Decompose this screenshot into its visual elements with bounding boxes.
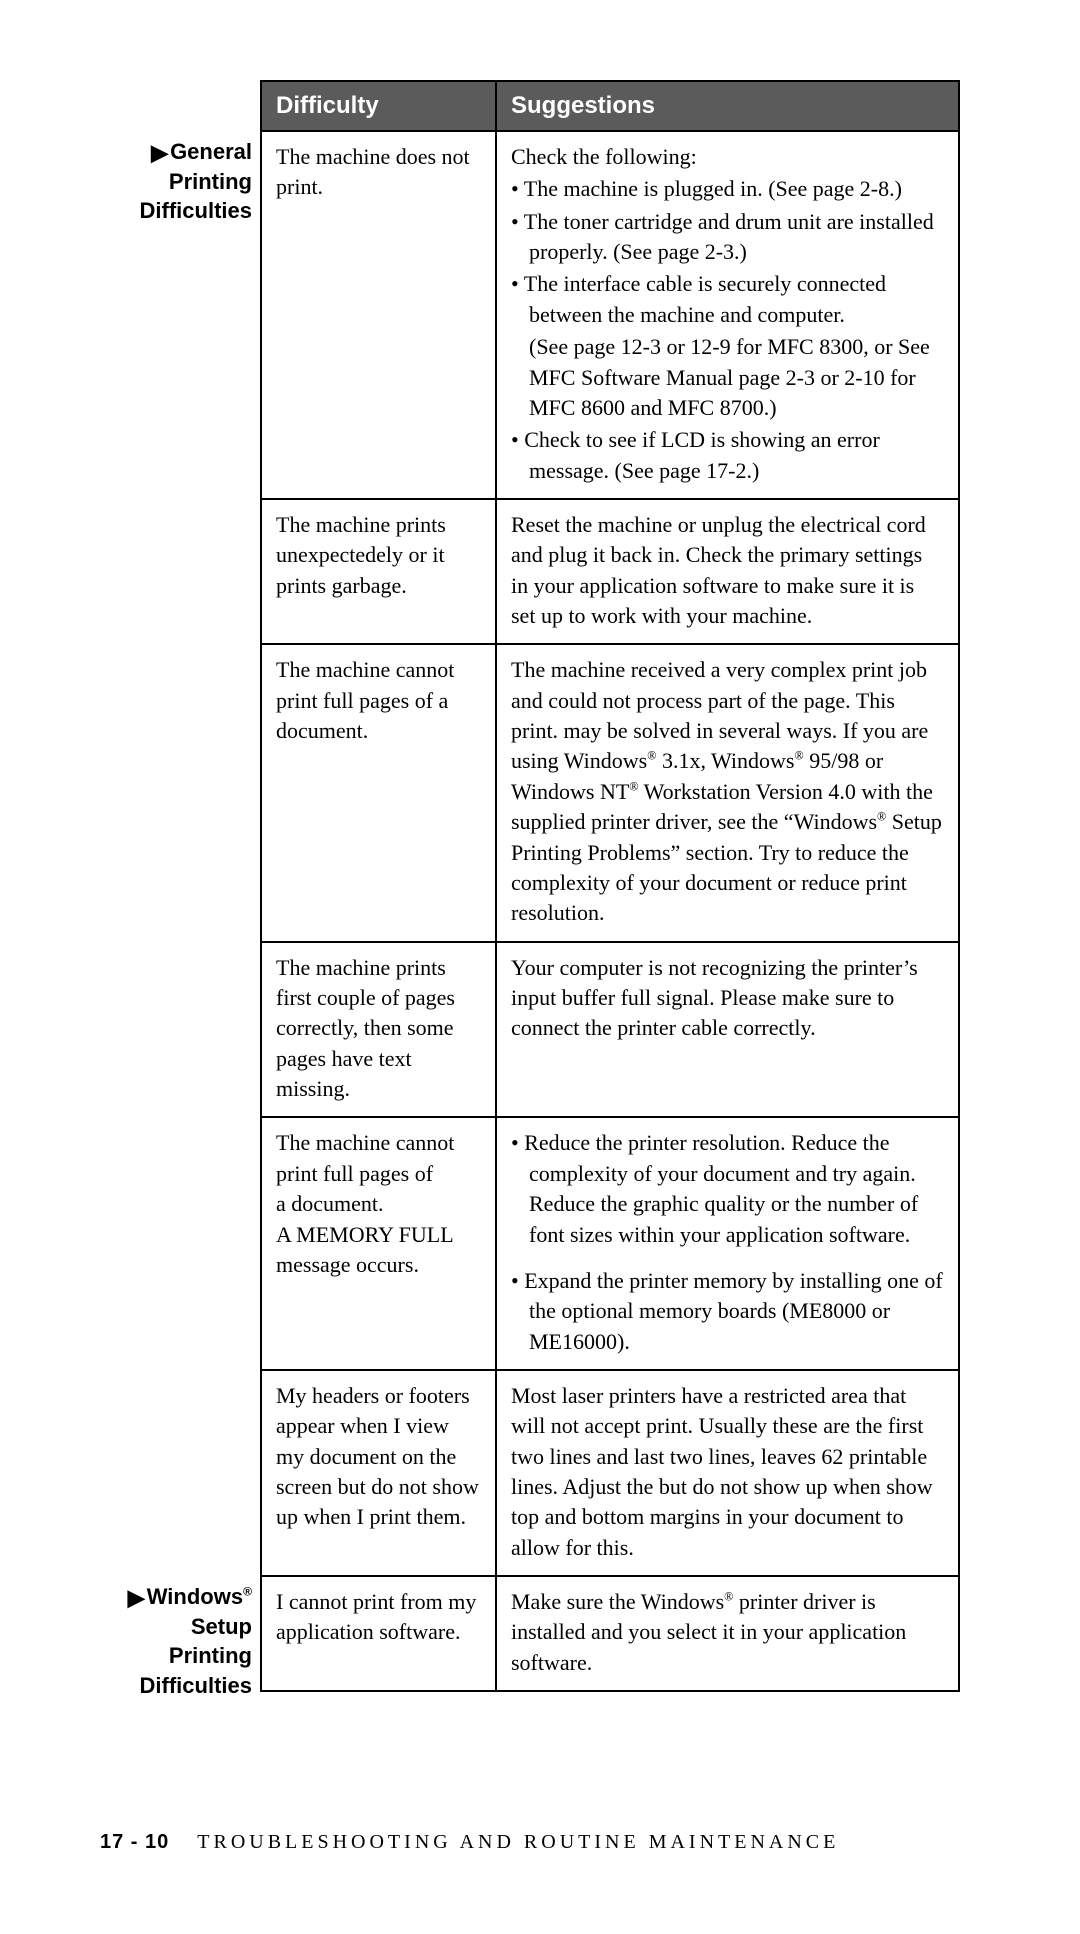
text-frag: Make sure the Windows [511,1589,724,1614]
cell-difficulty: The machine prints first couple of pages… [261,942,496,1118]
table-header-row: Difficulty Suggestions [261,81,959,131]
cell-difficulty: The machine prints unexpectedely or it p… [261,499,496,644]
troubleshooting-table: Difficulty Suggestions The machine does … [260,80,960,1692]
sugg-bullet: • The interface cable is securely connec… [511,269,944,330]
play-icon: ▶ [128,1583,145,1613]
registered-icon: ® [724,1590,733,1604]
cell-suggestion: Check the following: • The machine is pl… [496,131,959,499]
sidebar-line: Printing [100,167,252,197]
table-row: The machine prints unexpectedely or it p… [261,499,959,644]
sugg-text: The machine received a very complex prin… [511,655,944,928]
cell-difficulty: I cannot print from my application softw… [261,1576,496,1691]
table-row: The machine does not print. Check the fo… [261,131,959,499]
cell-suggestion: • Reduce the printer resolution. Reduce … [496,1117,959,1370]
table-row: My headers or footers appear when I view… [261,1370,959,1576]
cell-suggestion: Make sure the Windows® printer driver is… [496,1576,959,1691]
cell-suggestion: Most laser printers have a restricted ar… [496,1370,959,1576]
diff-line: A MEMORY FULL message occurs. [276,1222,453,1277]
cell-difficulty: My headers or footers appear when I view… [261,1370,496,1576]
sidebar-section-general: ▶General Printing Difficulties [100,137,252,226]
sugg-lead: Check the following: [511,142,944,172]
sugg-bullet: • Expand the printer memory by installin… [511,1266,944,1357]
registered-icon: ® [243,1585,252,1599]
sugg-bullet-cont: (See page 12-3 or 12-9 for MFC 8300, or … [511,332,944,423]
cell-difficulty: The machine does not print. [261,131,496,499]
page-number: 17 - 10 [100,1831,169,1853]
page-footer: 17 - 10 TROUBLESHOOTING AND ROUTINE MAINT… [100,1831,960,1854]
sidebar-label: Windows [147,1584,243,1609]
sugg-bullet: • The toner cartridge and drum unit are … [511,207,944,268]
table-row: I cannot print from my application softw… [261,1576,959,1691]
sidebar-line: Difficulties [100,1671,252,1701]
sidebar-line: Printing [100,1641,252,1671]
cell-difficulty: The machine cannot print full pages of a… [261,644,496,941]
text-frag: 3.1x, Windows [656,748,794,773]
col-header-difficulty: Difficulty [261,81,496,131]
sidebar-line: Setup [100,1612,252,1642]
sidebar-line: ▶Windows® [100,1582,252,1612]
play-icon: ▶ [151,138,168,168]
sugg-bullet: • Check to see if LCD is showing an erro… [511,425,944,486]
sidebar: ▶General Printing Difficulties ▶Windows®… [100,80,260,1701]
table-row: The machine cannot print full pages of a… [261,1117,959,1370]
sidebar-line: ▶General [100,137,252,167]
table-row: The machine prints first couple of pages… [261,942,959,1118]
registered-icon: ® [877,810,886,824]
footer-title: TROUBLESHOOTING AND ROUTINE MAINTENANCE [197,1831,839,1853]
page-layout: ▶General Printing Difficulties ▶Windows®… [100,80,960,1701]
sidebar-label: General [170,139,252,164]
sidebar-section-windows: ▶Windows® Setup Printing Difficulties [100,1582,252,1701]
cell-difficulty: The machine cannot print full pages of a… [261,1117,496,1370]
cell-suggestion: Your computer is not recognizing the pri… [496,942,959,1118]
sugg-text: Most laser printers have a restricted ar… [511,1381,944,1563]
sugg-bullet: • The machine is plugged in. (See page 2… [511,174,944,204]
col-header-suggestions: Suggestions [496,81,959,131]
spacer [511,1252,944,1266]
table-row: The machine cannot print full pages of a… [261,644,959,941]
sugg-text: Your computer is not recognizing the pri… [511,953,944,1044]
sugg-text: Make sure the Windows® printer driver is… [511,1587,944,1678]
sugg-text: Reset the machine or unplug the electric… [511,510,944,631]
sidebar-line: Difficulties [100,196,252,226]
cell-suggestion: Reset the machine or unplug the electric… [496,499,959,644]
cell-suggestion: The machine received a very complex prin… [496,644,959,941]
diff-line: a document. [276,1191,384,1216]
diff-line: The machine cannot print full pages of [276,1130,454,1185]
sugg-bullet: • Reduce the printer resolution. Reduce … [511,1128,944,1249]
registered-icon: ® [795,749,804,763]
